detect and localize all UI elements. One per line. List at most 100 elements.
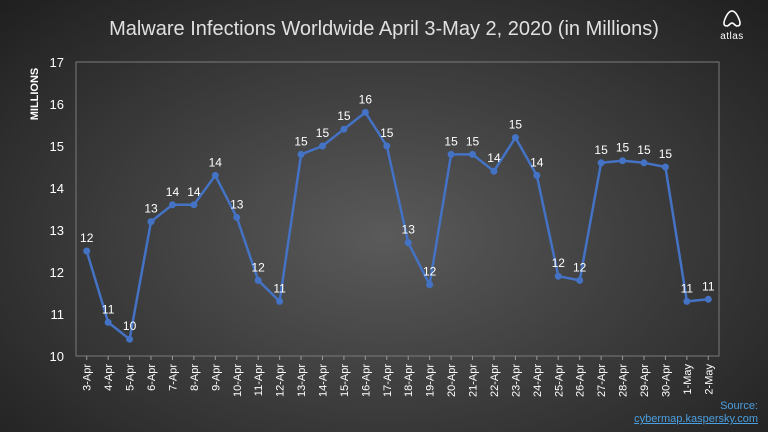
data-label: 15: [594, 143, 608, 157]
x-tick-label: 7-Apr: [167, 364, 179, 391]
data-label: 14: [530, 155, 544, 169]
data-label: 15: [316, 126, 330, 140]
data-label: 11: [102, 302, 115, 316]
data-point: [254, 276, 262, 284]
x-tick-label: 22-Apr: [489, 364, 501, 397]
x-tick-label: 25-Apr: [553, 364, 565, 397]
x-tick-label: 13-Apr: [296, 364, 308, 397]
x-tick-label: 30-Apr: [660, 364, 672, 397]
data-label: 12: [80, 231, 94, 245]
data-label: 12: [423, 265, 437, 279]
data-point: [661, 163, 669, 171]
y-tick-label: 10: [50, 349, 64, 364]
data-label: 13: [402, 223, 416, 237]
data-label: 10: [123, 319, 137, 333]
data-point: [576, 276, 584, 284]
x-tick-label: 4-Apr: [103, 364, 115, 391]
data-point: [211, 171, 219, 179]
data-point: [640, 159, 648, 167]
data-point: [469, 150, 477, 158]
x-tick-label: 2-May: [703, 364, 715, 395]
data-label: 13: [230, 197, 244, 211]
data-point: [447, 150, 455, 158]
x-tick-label: 8-Apr: [189, 364, 201, 391]
data-label: 15: [637, 143, 651, 157]
data-point: [533, 171, 541, 179]
data-label: 14: [166, 185, 180, 199]
x-tick-label: 12-Apr: [275, 364, 287, 397]
data-label: 15: [444, 134, 458, 148]
data-point: [168, 201, 176, 209]
x-tick-label: 3-Apr: [82, 364, 94, 391]
x-tick-label: 15-Apr: [339, 364, 351, 397]
plot-area-border: [75, 61, 720, 357]
data-point: [704, 295, 712, 303]
data-label: 16: [359, 92, 373, 106]
data-label: 11: [702, 279, 715, 293]
data-label: 15: [509, 118, 523, 132]
x-tick-label: 21-Apr: [468, 364, 480, 397]
x-tick-label: 16-Apr: [360, 364, 372, 397]
data-point: [340, 125, 348, 133]
y-tick-label: 14: [50, 181, 64, 196]
data-points: [83, 108, 712, 343]
x-tick-label: 14-Apr: [317, 364, 329, 397]
y-tick-label: 15: [50, 139, 64, 154]
x-tick-label: 24-Apr: [532, 364, 544, 397]
source-link[interactable]: cybermap.kaspersky.com: [634, 413, 758, 425]
data-point: [361, 108, 369, 116]
data-point: [83, 247, 91, 255]
logo-text: atlas: [720, 31, 744, 42]
data-label: 15: [294, 134, 308, 148]
x-tick-label: 23-Apr: [510, 364, 522, 397]
data-label: 14: [209, 155, 223, 169]
x-tick-label: 10-Apr: [232, 364, 244, 397]
data-label: 15: [616, 141, 630, 155]
data-label: 14: [187, 185, 201, 199]
y-tick-label: 17: [50, 55, 64, 70]
data-point: [233, 213, 241, 221]
x-tick-label: 26-Apr: [575, 364, 587, 397]
data-label: 11: [273, 281, 286, 295]
data-point: [490, 167, 498, 175]
y-tick-label: 11: [51, 307, 65, 322]
x-tick-label: 11-Apr: [253, 364, 265, 397]
x-tick-label: 5-Apr: [125, 364, 137, 391]
atlas-logo-icon: [723, 10, 741, 27]
data-label: 15: [659, 147, 673, 161]
data-point: [619, 157, 627, 165]
x-tick-label: 27-Apr: [596, 364, 608, 397]
data-label: 13: [144, 202, 158, 216]
source-note: Source: cybermap.kaspersky.com: [634, 400, 758, 426]
y-axis-label: MILLIONS: [29, 68, 41, 121]
data-point: [190, 201, 198, 209]
x-tick-label: 29-Apr: [639, 364, 651, 397]
data-point: [383, 142, 391, 150]
data-labels: 12 11 10 13 14 14 14 13 12 11 15 15 15 16 15 13 12 15 15 14…: [80, 92, 715, 333]
data-label: 15: [466, 134, 480, 148]
source-label: Source:: [720, 400, 758, 412]
x-tick-label: 6-Apr: [146, 364, 158, 391]
y-tick-label: 12: [50, 265, 64, 280]
data-point: [318, 142, 326, 150]
data-label: 11: [681, 281, 694, 295]
data-point: [404, 239, 412, 247]
x-tick-labels: 3-Apr 4-Apr 5-Apr 6-Apr 7-Apr 8-Apr 9-Apr 10-Ap…: [82, 356, 715, 397]
data-label: 12: [252, 260, 266, 274]
y-tick-label: 13: [50, 223, 64, 238]
x-tick-label: 28-Apr: [618, 364, 630, 397]
x-tick-label: 18-Apr: [403, 364, 415, 397]
data-point: [104, 318, 112, 326]
data-point: [126, 335, 134, 343]
y-tick-labels: 10 11 12 13 14 15 16 17: [50, 55, 64, 364]
data-point: [683, 297, 691, 305]
x-tick-label: 17-Apr: [382, 364, 394, 397]
data-point: [426, 281, 434, 289]
data-label: 12: [552, 256, 566, 270]
data-point: [554, 272, 562, 280]
x-tick-label: 19-Apr: [425, 364, 437, 397]
chart-title: Malware Infections Worldwide April 3-May…: [109, 18, 659, 40]
data-label: 14: [487, 151, 501, 165]
data-point: [297, 150, 305, 158]
